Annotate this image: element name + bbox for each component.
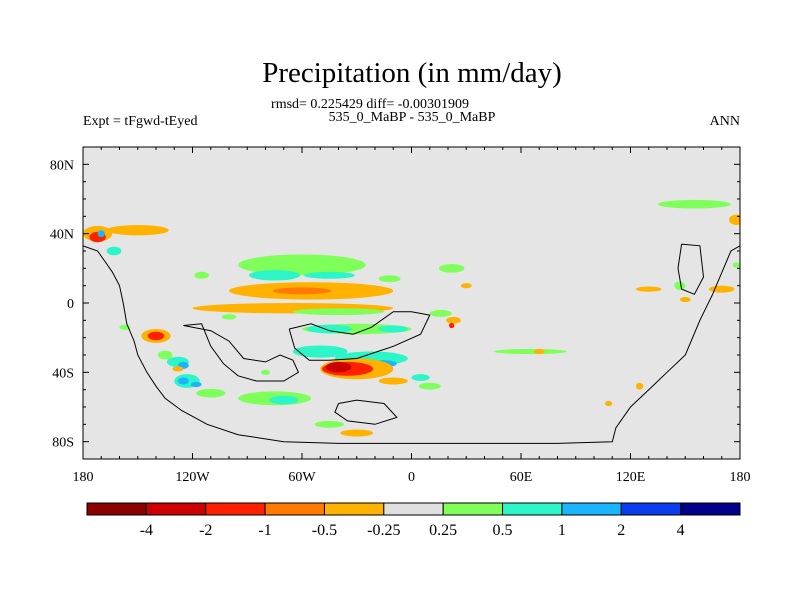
y-tick-label-1: 40N bbox=[50, 228, 74, 243]
anomaly-patch-55 bbox=[604, 400, 613, 407]
anomaly-patch-39 bbox=[177, 377, 189, 385]
anomaly-patch-8 bbox=[303, 271, 355, 279]
anomaly-patch-17 bbox=[306, 324, 353, 334]
anomaly-patch-24 bbox=[325, 361, 352, 373]
x-tick-label-6: 180 bbox=[730, 470, 751, 485]
anomaly-patch-52 bbox=[674, 281, 686, 290]
anomaly-patch-30 bbox=[446, 316, 461, 324]
anomaly-patch-50 bbox=[729, 214, 740, 225]
y-tick-label-4: 80S bbox=[52, 436, 74, 451]
coastline-1 bbox=[183, 323, 300, 382]
colorbar-box-9 bbox=[620, 502, 682, 516]
coastline-2 bbox=[288, 311, 431, 361]
anomaly-patch-6 bbox=[238, 254, 366, 276]
x-tick-label-2: 60W bbox=[288, 470, 316, 485]
x-tick-label-5: 120E bbox=[616, 470, 646, 485]
x-axis: 180 120W 60W 0 60E 120E 180 bbox=[73, 147, 751, 485]
colorbar-label-8: 2 bbox=[617, 522, 625, 539]
anomaly-patch-7 bbox=[249, 270, 301, 281]
anomaly-patch-44 bbox=[269, 395, 299, 405]
anomaly-patch-45 bbox=[314, 420, 344, 428]
anomaly-patch-26 bbox=[418, 382, 441, 390]
coastline-4 bbox=[677, 243, 705, 295]
colorbar-box-7 bbox=[502, 502, 563, 516]
anomaly-patch-42 bbox=[196, 388, 226, 398]
y-tick-label-3: 40S bbox=[52, 366, 74, 381]
anomaly-layer bbox=[83, 199, 740, 437]
anomaly-patch-57 bbox=[260, 369, 271, 375]
map-background bbox=[83, 147, 740, 459]
anomaly-patch-41 bbox=[172, 366, 184, 372]
x-tick-label-1: 120W bbox=[175, 470, 210, 485]
colorbar-box-6 bbox=[442, 502, 504, 516]
coastline-0 bbox=[83, 245, 740, 444]
anomaly-patch-35 bbox=[157, 350, 173, 360]
x-tick-label-0: 180 bbox=[73, 470, 94, 485]
anomaly-patch-18 bbox=[378, 325, 408, 333]
colorbar-box-1 bbox=[145, 502, 207, 516]
anomaly-patch-19 bbox=[292, 345, 348, 358]
colorbar-label-1: -2 bbox=[199, 522, 212, 539]
anomaly-patch-48 bbox=[708, 285, 735, 293]
anomaly-patch-25 bbox=[378, 377, 408, 385]
anomaly-patch-27 bbox=[411, 374, 430, 381]
colorbar-label-4: -0.25 bbox=[367, 522, 400, 539]
colorbar: -4 -2 -1 -0.5 -0.25 0.25 0.5 1 2 4 bbox=[86, 502, 741, 539]
coastline-layer bbox=[83, 243, 740, 444]
colorbar-label-5: 0.25 bbox=[429, 522, 457, 539]
colorbar-box-10 bbox=[680, 502, 741, 516]
x-tick-label-3: 0 bbox=[408, 470, 415, 485]
anomaly-patch-3 bbox=[106, 225, 169, 236]
anomaly-patch-2 bbox=[97, 230, 105, 238]
anomaly-patch-12 bbox=[272, 287, 332, 295]
colorbar-label-6: 0.5 bbox=[493, 522, 513, 539]
experiment-label: Expt = tFgwd-tEyed bbox=[83, 114, 197, 129]
anomaly-patch-14 bbox=[292, 308, 385, 316]
stats-line: rmsd= 0.225429 diff= -0.00301909 bbox=[271, 97, 469, 112]
x-tick-label-4: 60E bbox=[510, 470, 533, 485]
chart-title: Precipitation (in mm/day) bbox=[262, 57, 562, 89]
anomaly-patch-53 bbox=[679, 296, 691, 303]
case-line: 535_0_MaBP - 535_0_MaBP bbox=[329, 110, 496, 125]
colorbar-box-5 bbox=[383, 502, 444, 516]
anomaly-patch-9 bbox=[378, 275, 401, 283]
colorbar-label-0: -4 bbox=[140, 522, 153, 539]
colorbar-label-3: -0.5 bbox=[312, 522, 337, 539]
colorbar-box-8 bbox=[561, 502, 622, 516]
y-axis: 80N 40N 0 40S 80S bbox=[50, 158, 740, 451]
anomaly-patch-31 bbox=[448, 322, 455, 329]
colorbar-label-9: 4 bbox=[677, 522, 685, 539]
anomaly-patch-40 bbox=[190, 381, 202, 388]
colorbar-label-2: -1 bbox=[258, 522, 271, 539]
colorbar-box-2 bbox=[205, 502, 266, 516]
anomaly-patch-4 bbox=[106, 246, 122, 256]
anomaly-patch-54 bbox=[635, 382, 644, 390]
colorbar-box-0 bbox=[86, 502, 147, 516]
anomaly-patch-15 bbox=[429, 309, 452, 317]
colorbar-box-4 bbox=[323, 502, 385, 516]
anomaly-patch-10 bbox=[438, 264, 465, 273]
coastline-3 bbox=[334, 399, 398, 425]
colorbar-box-3 bbox=[264, 502, 325, 516]
season-label: ANN bbox=[710, 114, 740, 129]
y-tick-label-0: 80N bbox=[50, 158, 74, 173]
anomaly-patch-59 bbox=[221, 314, 237, 320]
anomaly-patch-58 bbox=[460, 283, 472, 289]
anomaly-patch-56 bbox=[732, 262, 740, 268]
anomaly-patch-51 bbox=[635, 286, 662, 292]
anomaly-patch-32 bbox=[533, 348, 545, 355]
anomaly-patch-5 bbox=[194, 271, 209, 279]
anomaly-patch-49 bbox=[657, 199, 731, 209]
anomaly-patch-34 bbox=[147, 331, 165, 341]
y-tick-label-2: 0 bbox=[67, 297, 74, 312]
colorbar-label-7: 1 bbox=[558, 522, 566, 539]
anomaly-patch-46 bbox=[340, 429, 374, 437]
